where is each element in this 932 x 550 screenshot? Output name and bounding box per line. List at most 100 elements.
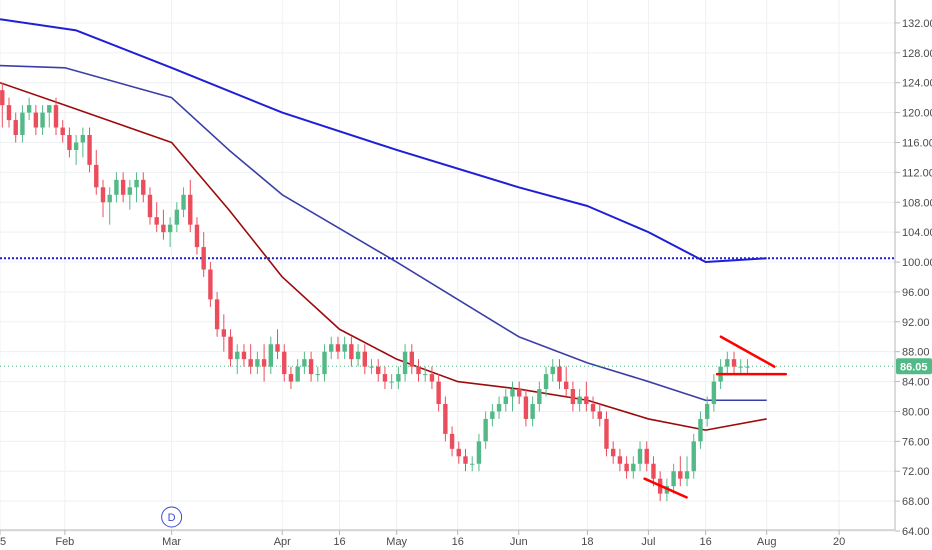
y-tick-label: 108.00 bbox=[902, 197, 932, 209]
candle-body bbox=[396, 374, 401, 382]
candle-body bbox=[597, 411, 602, 419]
candle-body bbox=[241, 351, 247, 360]
candle-body bbox=[342, 344, 347, 352]
candle-body bbox=[40, 112, 45, 128]
x-tick-label: May bbox=[386, 536, 407, 548]
candle-body bbox=[443, 403, 448, 434]
candle-body bbox=[194, 224, 200, 248]
candle-body bbox=[678, 471, 683, 479]
x-tick-label: 18 bbox=[581, 536, 593, 548]
candle-body bbox=[60, 127, 65, 136]
candle-body bbox=[208, 269, 213, 300]
candle-body bbox=[0, 90, 5, 106]
level-line bbox=[0, 257, 895, 367]
candle-body bbox=[235, 351, 240, 360]
candle-body bbox=[711, 381, 717, 404]
candle-body bbox=[691, 441, 696, 472]
candle-body bbox=[369, 366, 374, 368]
trendline-drawing[interactable] bbox=[719, 335, 776, 368]
last-price-label: 86.05 bbox=[896, 358, 932, 375]
candle-body bbox=[315, 374, 321, 376]
candle-body bbox=[127, 187, 133, 195]
candle-body bbox=[557, 366, 562, 382]
candle-body bbox=[67, 135, 72, 150]
candle-body bbox=[745, 366, 750, 368]
y-tick-label: 80.00 bbox=[902, 406, 930, 418]
candle-body bbox=[436, 381, 441, 404]
candle-body bbox=[402, 351, 408, 375]
candle-body bbox=[188, 194, 193, 225]
candle-body bbox=[704, 403, 710, 419]
candle-body bbox=[134, 179, 139, 188]
candle-body bbox=[47, 105, 52, 113]
y-tick-label: 124.00 bbox=[902, 78, 932, 90]
x-tick-label: Apr bbox=[274, 536, 291, 548]
candle-body bbox=[329, 344, 334, 352]
candle-body bbox=[416, 366, 421, 375]
candle-body bbox=[161, 224, 166, 233]
candle-body bbox=[503, 396, 508, 404]
candle-body bbox=[73, 142, 79, 150]
candle-body bbox=[510, 389, 515, 397]
x-tick-label: 20 bbox=[833, 536, 845, 548]
candle-body bbox=[570, 389, 576, 404]
candle-body bbox=[80, 135, 86, 143]
y-tick-label: 88.00 bbox=[902, 347, 930, 359]
x-tick-label: Feb bbox=[55, 536, 74, 548]
dividend-marker-label: D bbox=[168, 512, 176, 524]
trendline-drawings[interactable] bbox=[643, 335, 787, 499]
dividend-marker-circle[interactable] bbox=[161, 506, 183, 528]
candle-body bbox=[201, 247, 206, 270]
event-markers[interactable]: D bbox=[161, 506, 183, 528]
x-tick-label: 16 bbox=[333, 536, 345, 548]
candle-body bbox=[483, 418, 488, 442]
candle-body bbox=[517, 389, 522, 397]
candle-body bbox=[456, 448, 461, 457]
candle-body bbox=[382, 374, 388, 382]
candle-body bbox=[349, 344, 354, 360]
candle-body bbox=[470, 463, 475, 465]
candle-body bbox=[288, 374, 294, 382]
y-tick-label: 96.00 bbox=[902, 287, 930, 299]
candle-body bbox=[389, 381, 394, 383]
candle-body bbox=[107, 194, 112, 203]
candle-body bbox=[738, 366, 743, 368]
candle-body bbox=[563, 381, 569, 390]
y-tick-label: 132.00 bbox=[902, 18, 932, 30]
candle-body bbox=[376, 366, 381, 375]
candle-body bbox=[684, 471, 690, 479]
candle-body bbox=[282, 351, 287, 375]
candle-body bbox=[26, 105, 32, 113]
candle-body bbox=[725, 359, 730, 367]
candle-body bbox=[87, 135, 92, 165]
trendline-drawing[interactable] bbox=[643, 477, 688, 499]
candle-body bbox=[637, 448, 643, 464]
candle-body bbox=[20, 112, 25, 136]
candle-body bbox=[268, 344, 274, 367]
candle-body bbox=[610, 448, 616, 457]
candle-body bbox=[302, 359, 307, 367]
y-tick-label: 104.00 bbox=[902, 227, 932, 239]
candle-body bbox=[255, 359, 260, 367]
candle-body bbox=[584, 396, 589, 404]
candle-body bbox=[147, 194, 153, 218]
y-tick-label: 68.00 bbox=[902, 496, 930, 508]
candle-body bbox=[476, 441, 482, 464]
candle-body bbox=[463, 456, 468, 464]
y-tick-label: 100.00 bbox=[902, 257, 932, 269]
x-tick-label: 16 bbox=[452, 536, 464, 548]
x-tick-label: 5 bbox=[0, 536, 6, 548]
y-tick-label: 64.00 bbox=[902, 526, 930, 538]
x-tick-label: Jul bbox=[641, 536, 655, 548]
moving-average-line bbox=[0, 18, 767, 264]
candles bbox=[0, 82, 750, 502]
candle-body bbox=[490, 411, 495, 419]
moving-average-line bbox=[0, 64, 767, 402]
candle-body bbox=[33, 112, 39, 128]
x-tick-label: Mar bbox=[162, 536, 181, 548]
candle-body bbox=[181, 194, 186, 210]
candle-body bbox=[261, 359, 267, 367]
candle-body bbox=[167, 224, 173, 233]
